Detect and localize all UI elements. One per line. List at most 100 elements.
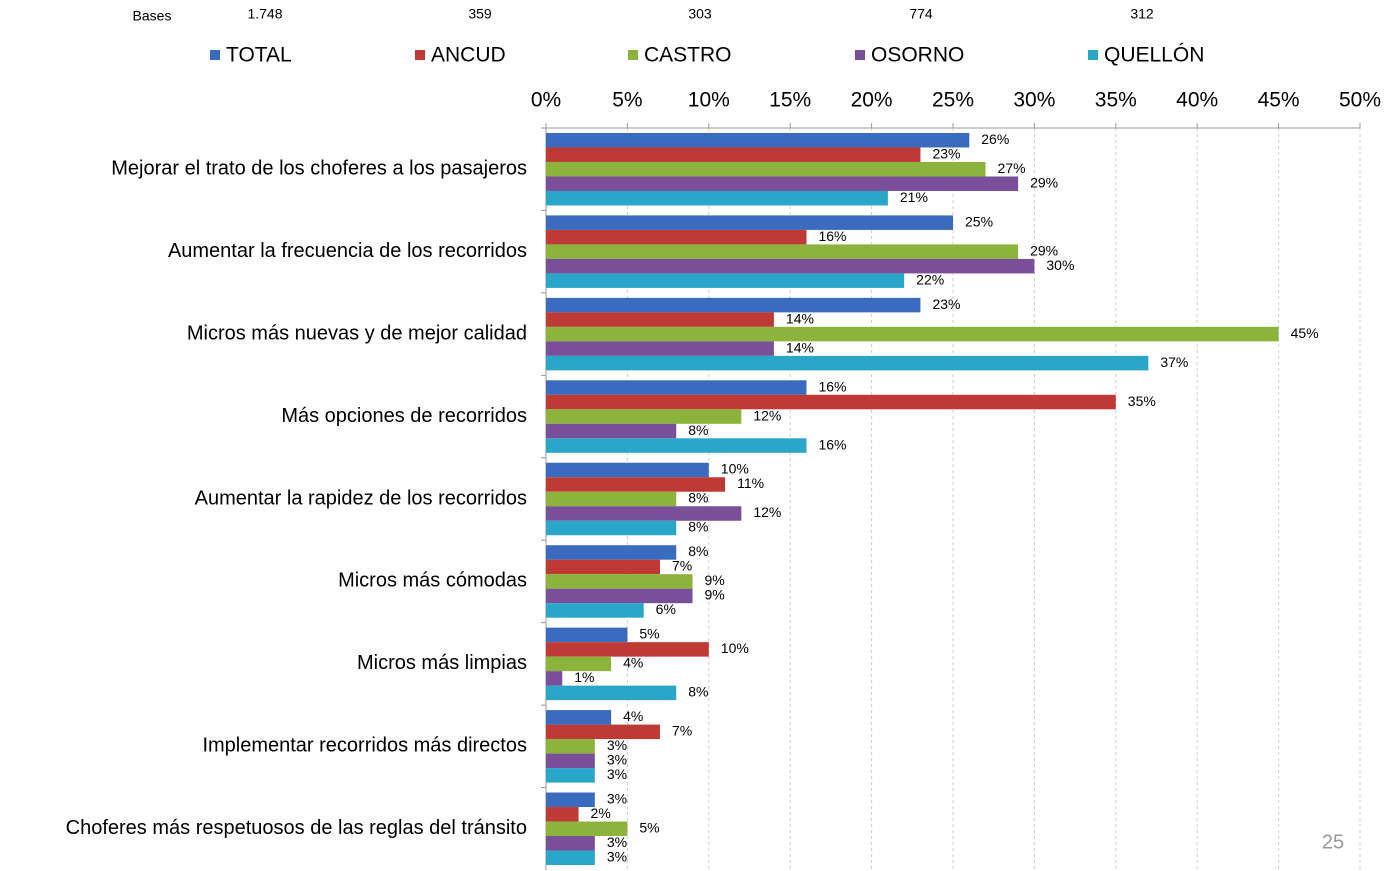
bar — [546, 394, 1116, 410]
data-label: 23% — [932, 296, 960, 312]
data-label: 11% — [737, 475, 764, 491]
data-label: 16% — [818, 436, 846, 452]
bar — [546, 807, 579, 822]
data-label: 16% — [818, 228, 846, 244]
bar — [546, 724, 660, 740]
bar — [546, 176, 1019, 191]
data-label: 30% — [1046, 257, 1074, 273]
bar — [546, 147, 921, 162]
data-label: 16% — [818, 378, 846, 394]
bar — [546, 215, 953, 230]
bar — [546, 132, 970, 148]
data-label: 29% — [1030, 174, 1058, 190]
legend-swatch — [628, 50, 638, 60]
data-label: 3% — [607, 752, 627, 768]
data-label: 5% — [639, 626, 659, 642]
base-value: 303 — [688, 6, 712, 22]
bar — [546, 229, 807, 245]
y-tick-label: Aumentar la rapidez de los recorridos — [195, 487, 527, 509]
data-label: 8% — [688, 519, 708, 535]
bar — [546, 836, 595, 851]
data-label: 23% — [932, 145, 960, 161]
data-label: 1% — [574, 669, 594, 685]
data-label: 35% — [1128, 393, 1156, 409]
bar — [546, 588, 693, 604]
data-label: 9% — [705, 572, 725, 588]
bar — [546, 710, 612, 725]
y-tick-label: Choferes más respetuosos de las reglas d… — [66, 817, 527, 839]
x-tick-label: 10% — [688, 89, 730, 112]
legend-swatch — [210, 50, 220, 60]
data-label: 29% — [1030, 242, 1058, 258]
y-tick-label: Micros más limpias — [357, 652, 527, 674]
data-label: 10% — [721, 640, 749, 656]
data-label: 10% — [721, 461, 749, 477]
data-label: 5% — [639, 819, 659, 835]
data-label: 8% — [688, 490, 708, 506]
data-label: 8% — [688, 684, 708, 700]
bar — [546, 671, 563, 686]
y-tick-label: Mejorar el trato de los choferes a los p… — [111, 158, 527, 180]
data-label: 2% — [591, 805, 611, 821]
base-value: 1.748 — [247, 6, 282, 22]
x-tick-label: 45% — [1258, 89, 1300, 112]
page-number: 25 — [1322, 831, 1344, 853]
y-tick-label: Implementar recorridos más directos — [202, 735, 527, 757]
data-label: 8% — [688, 543, 708, 559]
bar — [546, 258, 1035, 274]
y-tick-label: Aumentar la frecuencia de los recorridos — [168, 240, 527, 262]
bar — [546, 355, 1149, 371]
bar — [546, 491, 677, 507]
legend-swatch — [855, 50, 865, 60]
data-label: 26% — [981, 131, 1009, 147]
bases-label: Bases — [133, 8, 172, 24]
x-tick-label: 0% — [531, 89, 561, 112]
bar — [546, 161, 986, 177]
data-label: 4% — [623, 708, 643, 724]
data-label: 14% — [786, 310, 814, 326]
bar — [546, 753, 595, 769]
x-tick-label: 25% — [932, 89, 974, 112]
data-label: 12% — [753, 407, 781, 423]
data-label: 8% — [688, 422, 708, 438]
bar — [546, 574, 693, 589]
bar — [546, 312, 774, 327]
x-tick-label: 20% — [851, 89, 893, 112]
data-label: 25% — [965, 213, 993, 229]
data-label: 3% — [607, 737, 627, 753]
data-label: 4% — [623, 655, 643, 671]
x-tick-label: 50% — [1339, 89, 1381, 112]
bar — [546, 739, 595, 754]
x-tick-label: 15% — [769, 89, 811, 112]
data-label: 27% — [998, 160, 1026, 176]
bar — [546, 297, 921, 313]
base-value: 359 — [468, 6, 492, 22]
bar — [546, 768, 595, 783]
bar — [546, 423, 677, 439]
bar — [546, 341, 774, 356]
bar — [546, 821, 628, 837]
legend-label: TOTAL — [226, 44, 292, 67]
bar — [546, 545, 677, 560]
bar — [546, 642, 709, 657]
bar — [546, 506, 742, 521]
data-label: 3% — [607, 848, 627, 864]
legend-label: CASTRO — [644, 44, 732, 67]
bar — [546, 273, 905, 288]
data-label: 7% — [672, 558, 692, 574]
legend-label: ANCUD — [431, 44, 506, 67]
bar — [546, 656, 612, 672]
data-label: 14% — [786, 339, 814, 355]
y-tick-label: Más opciones de recorridos — [281, 405, 527, 427]
bar — [546, 685, 677, 701]
bar — [546, 438, 807, 453]
data-label: 22% — [916, 271, 944, 287]
x-tick-label: 35% — [1095, 89, 1137, 112]
data-label: 12% — [753, 504, 781, 520]
data-label: 3% — [607, 766, 627, 782]
bar — [546, 477, 726, 492]
data-label: 6% — [656, 601, 676, 617]
data-label: 45% — [1291, 325, 1319, 341]
x-tick-label: 30% — [1013, 89, 1055, 112]
bar — [546, 380, 807, 395]
